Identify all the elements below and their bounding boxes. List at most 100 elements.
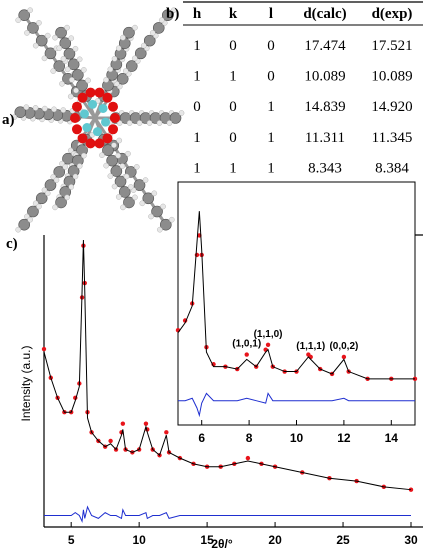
hydrogen-atom	[108, 173, 113, 178]
hydrogen-atom	[59, 81, 64, 86]
hydrogen-atom	[65, 67, 70, 72]
oxygen-atom	[110, 113, 120, 123]
hydrogen-atom	[160, 204, 165, 209]
x-tick-label: 10	[290, 431, 304, 445]
hydrogen-atom	[61, 56, 66, 61]
hydrogen-atom	[36, 204, 41, 209]
hydrogen-atom	[52, 205, 57, 210]
x-tick-label: 8	[246, 431, 253, 445]
hydrogen-atom	[108, 67, 113, 72]
table-cell: 0	[193, 99, 201, 115]
table-header: d(exp)	[372, 6, 413, 22]
hydrogen-atom	[33, 105, 38, 110]
table-cell: 1	[267, 130, 275, 146]
hydrogen-atom	[120, 35, 125, 40]
hydrogen-atom	[45, 33, 50, 38]
hydrogen-atom	[112, 56, 117, 61]
table-header: l	[269, 6, 273, 22]
hydrogen-atom	[51, 68, 56, 73]
hydrogen-atom	[141, 43, 146, 48]
hydrogen-atom	[148, 214, 153, 219]
hydrogen-atom	[137, 120, 142, 125]
hydrogen-atom	[111, 143, 116, 148]
table-cell: 0	[267, 38, 275, 54]
hydrogen-atom	[140, 201, 145, 206]
table-cell: 14.839	[304, 99, 345, 115]
hydrogen-atom	[24, 105, 29, 110]
table-cell: 10.089	[304, 69, 345, 85]
hydrogen-atom	[16, 227, 21, 232]
hydrogen-atom	[81, 67, 86, 72]
panel-label: b)	[166, 6, 179, 22]
hydrogen-atom	[104, 163, 109, 168]
oxygen-atom	[70, 113, 80, 123]
hydrogen-atom	[73, 46, 78, 51]
hydrogen-atom	[81, 153, 86, 158]
figure: a) b) c) hkld(calc)d(exp)10017.47417.521…	[0, 0, 423, 553]
hydrogen-atom	[112, 184, 117, 189]
hydrogen-atom	[167, 120, 172, 125]
oxygen-atom	[94, 138, 104, 148]
molecule-structure	[12, 8, 184, 233]
hydrogen-atom	[69, 184, 74, 189]
hydrogen-atom	[123, 68, 128, 73]
table-cell: 1	[229, 160, 237, 176]
table-cell: 8.384	[375, 160, 409, 176]
oxygen-atom	[108, 102, 118, 112]
table-cell: 0	[229, 99, 237, 115]
y-axis-label: Intensity (a.u.)	[19, 345, 33, 421]
hydrogen-atom	[77, 163, 82, 168]
table-header: k	[229, 6, 238, 22]
table-cell: 1	[193, 38, 201, 54]
hydrogen-atom	[77, 57, 82, 62]
hydrogen-atom	[73, 174, 78, 179]
table-cell: 0	[229, 130, 237, 146]
xrd-chart: 51015202530Intensity (a.u.)2θ/°68101214(…	[19, 182, 423, 551]
data-point	[195, 253, 199, 257]
peak-annotation: (1,1,0)	[254, 329, 283, 340]
hydrogen-atom	[157, 227, 162, 232]
inset-frame	[178, 182, 415, 425]
hydrogen-atom	[134, 164, 139, 169]
table-cell: 0	[229, 38, 237, 54]
hydrogen-atom	[132, 195, 137, 200]
hydrogen-atom	[64, 25, 69, 30]
hydrogen-atom	[116, 194, 121, 199]
oxygen-atom	[108, 124, 118, 134]
hydrogen-atom	[73, 88, 78, 93]
oxygen-atom	[102, 93, 112, 103]
data-point	[245, 352, 249, 356]
data-point	[342, 355, 346, 359]
x-tick-label: 14	[385, 431, 399, 445]
data-point	[266, 343, 270, 347]
hydrogen-atom	[33, 43, 38, 48]
hydrogen-atom	[169, 217, 174, 222]
hydrogen-atom	[179, 110, 184, 115]
x-tick-label: 5	[68, 533, 75, 547]
table-cell: 10.089	[371, 69, 412, 85]
x-tick-label: 6	[198, 431, 205, 445]
hydrogen-atom	[24, 30, 29, 35]
hydrogen-atom	[57, 46, 62, 51]
hydrogen-atom	[61, 107, 66, 112]
table-cell: 1	[267, 99, 275, 115]
x-tick-label: 12	[337, 431, 351, 445]
hydrogen-atom	[132, 56, 137, 61]
hydrogen-atom	[159, 18, 164, 23]
metal-atom	[82, 123, 91, 132]
hydrogen-atom	[116, 46, 121, 51]
hydrogen-atom	[104, 77, 109, 82]
table-header: d(calc)	[303, 6, 346, 22]
hydrogen-atom	[125, 151, 130, 156]
hydrogen-atom	[42, 56, 47, 61]
peak-annotation: (0,0,2)	[329, 341, 358, 352]
hydrogen-atom	[150, 30, 155, 35]
table-cell: 17.521	[371, 38, 412, 54]
hydrogen-atom	[52, 35, 57, 40]
hydrogen-atom	[117, 138, 122, 143]
data-line	[44, 507, 411, 521]
table-cell: 1	[193, 69, 201, 85]
metal-atom	[93, 127, 102, 136]
metal-atom	[99, 104, 108, 113]
hydrogen-atom	[120, 205, 125, 210]
